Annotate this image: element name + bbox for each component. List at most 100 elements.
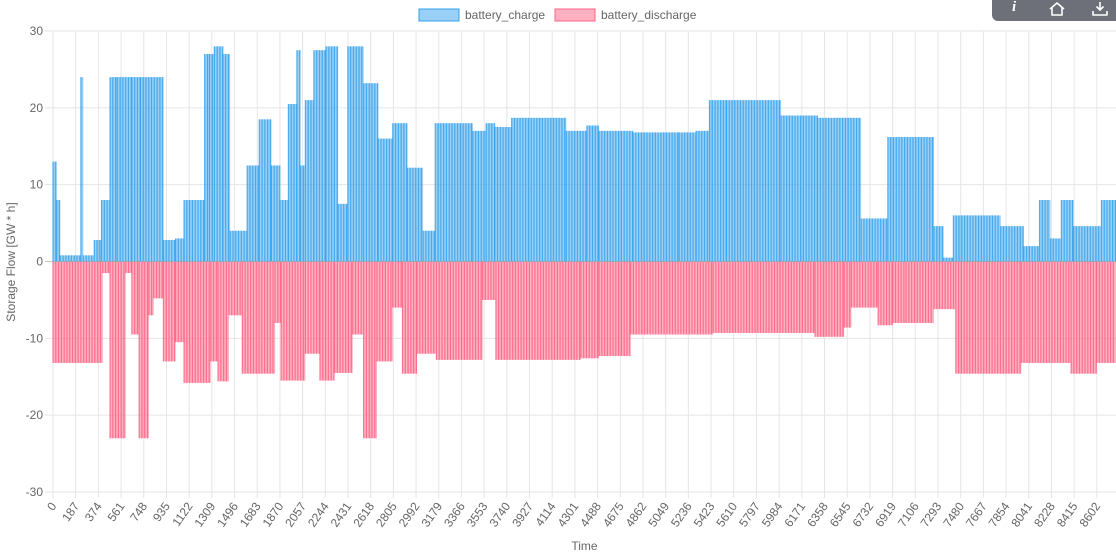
y-tick-label: -10 [26, 331, 44, 345]
bar-segment [392, 261, 403, 308]
x-tick-label: 4301 [555, 499, 582, 529]
x-tick-label: 1309 [192, 499, 219, 529]
x-tick-label: 3927 [509, 499, 536, 529]
x-tick-label: 3179 [418, 499, 445, 529]
bar-segment [296, 50, 301, 262]
y-tick-label: -20 [26, 408, 44, 422]
legend-swatch-battery-charge [418, 8, 460, 22]
bar-segment [94, 239, 102, 262]
bar-segment [153, 261, 164, 299]
bar-segment [378, 138, 393, 262]
x-tick-label: 1683 [237, 499, 264, 529]
legend-item-battery-discharge[interactable]: battery_discharge [554, 8, 697, 22]
bar-segment [436, 261, 483, 360]
x-tick-label: 4862 [623, 499, 650, 529]
x-tick-label: 0 [44, 499, 59, 513]
bar-segment [933, 226, 944, 262]
y-tick-label: 30 [30, 24, 44, 38]
y-tick-label: 0 [36, 255, 43, 269]
bar-segment [1101, 200, 1116, 262]
x-tick-label: 6732 [850, 499, 877, 529]
bar-segment [222, 54, 231, 262]
bar-segment [392, 123, 408, 262]
x-tick-label: 5984 [759, 499, 786, 529]
x-tick-label: 2057 [282, 499, 309, 529]
download-icon [1092, 1, 1109, 16]
x-tick-label: 561 [105, 499, 128, 524]
bar-segment [281, 261, 306, 381]
x-tick-label: 6545 [827, 499, 854, 529]
bar-segment [305, 100, 314, 262]
download-button[interactable] [1087, 0, 1113, 19]
bar-segment [175, 238, 185, 262]
bar-segment [887, 137, 934, 262]
bar-segment [279, 200, 289, 262]
x-tick-label: 187 [59, 499, 82, 524]
info-icon: i [1012, 1, 1017, 15]
bar-segment [486, 123, 495, 262]
svg-text:i: i [1012, 1, 1017, 15]
x-tick-label: 1122 [169, 499, 195, 528]
legend-label-battery-discharge: battery_discharge [601, 8, 697, 22]
x-tick-label: 1496 [214, 499, 241, 529]
bar-segment [210, 261, 219, 362]
bar-segment [599, 261, 631, 357]
bar-segment [288, 103, 297, 262]
bar-segment [80, 77, 84, 262]
y-tick-label: 10 [30, 178, 44, 192]
bar-segment [101, 200, 111, 262]
x-tick-label: 4675 [600, 499, 627, 529]
x-tick-label: 7106 [895, 499, 922, 529]
x-tick-label: 374 [82, 499, 105, 524]
legend-swatch-battery-discharge [554, 8, 596, 22]
bar-segment [953, 215, 1001, 262]
x-tick-label: 4114 [532, 499, 558, 528]
x-tick-label: 2805 [373, 499, 400, 529]
battery-charge-series [52, 46, 1116, 262]
bar-segment [319, 261, 335, 381]
x-tick-label: 6171 [782, 499, 809, 529]
bar-segment [943, 257, 954, 262]
x-tick-label: 5236 [668, 499, 695, 529]
battery-discharge-series [52, 261, 1116, 439]
x-axis-ticks: 0 187 374 561 748 935112213091496168318702057… [44, 499, 1103, 529]
x-tick-label: 748 [127, 499, 150, 524]
x-tick-label: 7667 [963, 499, 990, 529]
bar-segment [815, 261, 845, 337]
x-axis-title: Time [571, 539, 598, 553]
bar-segment [175, 261, 185, 343]
x-tick-label: 2992 [396, 499, 423, 529]
y-axis-title: Storage Flow [GW * h] [4, 202, 18, 321]
bar-segment [338, 203, 348, 262]
bar-segment [878, 261, 893, 326]
x-tick-label: 2244 [305, 499, 332, 529]
x-tick-label: 7480 [940, 499, 967, 529]
bar-segment [131, 77, 141, 262]
bar-segment [402, 261, 418, 374]
x-tick-label: 3740 [487, 499, 514, 529]
x-tick-label: 1870 [260, 499, 287, 529]
x-tick-label: 6358 [804, 499, 831, 529]
bar-segment [102, 261, 111, 274]
bar-segment [844, 261, 852, 328]
y-tick-label: -30 [26, 485, 44, 499]
x-tick-label: 8041 [1008, 499, 1035, 529]
bar-segment [363, 83, 379, 262]
legend-item-battery-charge[interactable]: battery_charge [418, 8, 545, 22]
bar-segment [56, 200, 61, 262]
bar-segment [726, 100, 782, 262]
home-button[interactable] [1044, 0, 1070, 19]
x-tick-label: 2618 [350, 499, 377, 529]
bar-segment [511, 117, 567, 262]
x-tick-label: 5610 [713, 499, 740, 529]
x-tick-label: 3553 [464, 499, 491, 529]
chart-toolbar: i [992, 0, 1116, 21]
info-button[interactable]: i [1001, 0, 1027, 19]
bar-segment [131, 261, 140, 335]
x-tick-label: 2431 [328, 499, 355, 529]
bar-segment [305, 261, 320, 354]
bar-segment [1096, 261, 1116, 363]
legend[interactable]: battery_charge battery_discharge [418, 8, 697, 22]
x-tick-label: 5797 [736, 499, 763, 529]
